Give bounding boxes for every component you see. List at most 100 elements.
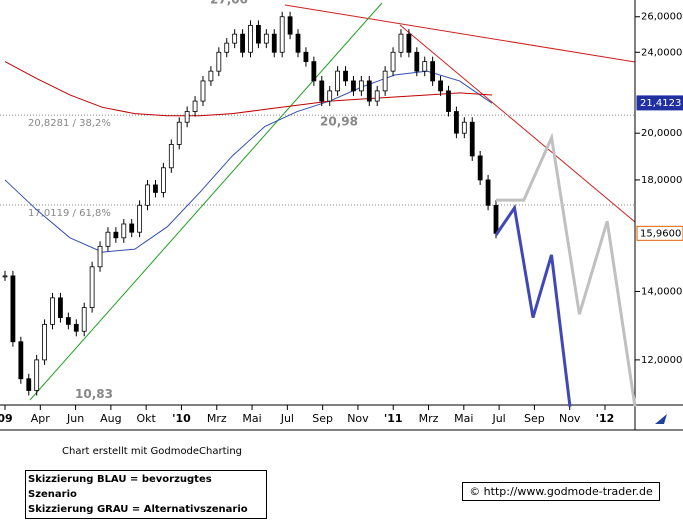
candle [335,70,341,92]
icon [655,414,667,424]
price-tag-label: 21,4123 [640,98,681,109]
candle [256,24,261,44]
candle [50,297,55,325]
y-tick-label: 20,0000 [641,128,682,139]
candle [366,80,372,102]
scenario-line [496,132,637,407]
candle [200,80,206,102]
y-tick-label: 26,0000 [641,12,682,23]
candle [105,231,111,247]
x-tick-label: Sep [312,412,333,425]
candle [232,33,238,44]
candle [129,223,135,233]
x-tick-label: Mrz [207,412,227,425]
candle [351,80,356,92]
price-tag-label: 15,9600 [640,228,681,239]
legend-entry: Skizzierung BLAU = bevorzugtes Szenario [28,474,212,500]
x-tick-label: Sep [524,412,545,425]
candle [287,16,293,35]
annotation: 10,83 [75,387,113,401]
level-label: 20,8281 / 38,2% [28,118,111,129]
chart: 12,0000 14,0000 18,0000 20,0000 24,0000 26,00… [0,0,683,431]
trendline [284,4,636,63]
candle [137,204,143,233]
candle [2,275,8,278]
candle [358,80,364,92]
candle [454,111,459,134]
candle [485,179,491,206]
x-tick-label: Nov [347,412,369,425]
x-tick-label: Apr [31,412,51,425]
candle [438,80,443,92]
annotation: 20,98 [320,114,358,128]
candle [58,297,63,318]
y-tick-label: 18,0000 [641,175,682,186]
candle [121,223,127,239]
candle [89,266,95,309]
candle [42,323,47,361]
candle [327,90,333,102]
x-tick-label: '11 [384,412,403,425]
candle [168,144,174,169]
candle [263,33,269,44]
candle [390,51,396,72]
candle [10,275,16,343]
candle [271,33,277,53]
candle [374,90,380,102]
candle [493,204,499,234]
candle [311,61,317,82]
candle [97,245,103,268]
candle [477,155,483,181]
candle [26,378,32,391]
trendline [29,2,383,401]
candle [248,24,253,53]
candle [34,359,40,391]
candle [461,121,467,134]
candle [208,70,214,82]
annotation: 27,00 [210,0,248,7]
candle [279,16,285,53]
candle [224,42,230,53]
candle [216,51,222,72]
x-tick-label: Jul [491,412,505,425]
candle [469,121,475,157]
candle [303,51,309,63]
candle [73,323,79,332]
moving-average [4,70,493,253]
y-tick-label: 12,0000 [641,355,682,366]
price-tag [636,225,683,241]
candle [446,90,451,112]
x-tick-label: Mai [454,412,473,425]
candle [406,33,412,53]
candle [18,341,24,380]
y-tick-label: 14,0000 [641,286,682,297]
price-tag [636,95,683,111]
candle [343,70,348,82]
x-tick-label: '10 [172,412,191,425]
x-tick-label: Nov [559,412,581,425]
candle [422,61,428,72]
candle [319,80,325,102]
legend: Skizzierung BLAU = bevorzugtes Szenario … [25,470,267,519]
x-tick-label: Jul [280,412,294,425]
credit: Chart erstellt mit GodmodeCharting [62,446,242,457]
scenario-line [494,204,572,407]
candle [240,33,245,53]
candle [430,61,436,82]
x-tick-label: Mrz [419,412,439,425]
candle [192,100,198,112]
level-label: 17,0119 / 61,8% [28,208,111,219]
copyright: © http://www.godmode-trader.de [462,482,660,501]
legend-entry: Skizzierung GRAU = Alternativszenario [28,504,248,515]
trendline [399,24,636,223]
x-tick-label: Mai [242,412,261,425]
x-tick-label: Okt [137,412,157,425]
candle [398,33,404,53]
candle [160,167,166,193]
moving-average [4,61,493,117]
candle [153,184,158,193]
x-tick-label: '12 [596,412,615,425]
candle [176,121,182,145]
candle [145,184,150,206]
candle [81,307,87,332]
